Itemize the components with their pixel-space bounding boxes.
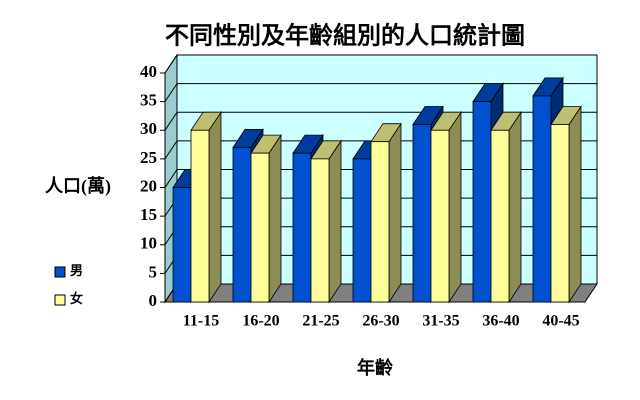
bar [292,152,312,303]
y-tick-label: 35 [140,91,157,110]
y-tick-label: 10 [140,234,157,253]
legend-swatch [54,266,66,278]
bar-side [448,110,462,304]
grid-line [164,83,178,102]
x-tick-label: 11-15 [183,313,219,330]
x-tick-label: 40-45 [542,313,579,330]
y-axis-label: 人口(萬) [45,176,111,197]
bar-side [508,110,522,304]
bar [190,129,210,303]
bar [352,158,372,303]
bar [232,147,252,303]
bar-side [268,133,282,304]
y-tick-label: 0 [149,291,158,310]
bar [412,124,432,303]
y-tick-label: 20 [140,176,157,195]
y-tick-label: 40 [140,62,157,81]
y-tick-label: 5 [149,262,158,281]
bar [490,129,510,303]
bar-side [568,105,582,304]
x-tick-label: 16-20 [242,313,279,330]
bar [430,129,450,303]
legend-label: 女 [70,291,83,306]
bar [250,152,270,303]
bar [532,95,552,303]
x-tick-label: 21-25 [302,313,339,330]
y-tick-label: 15 [140,205,157,224]
grid-line [164,140,178,160]
bar [472,101,492,303]
grid-line [164,111,178,131]
x-tick-label: 31-35 [422,313,459,330]
bar [172,187,192,303]
bar-side [388,122,402,304]
bar-side [328,139,342,304]
bar [370,141,390,303]
x-tick-label: 26-30 [362,313,399,330]
legend-label: 男 [70,263,83,278]
bar [310,158,330,303]
chart-title: 不同性別及年齡組別的人口統計圖 [165,22,525,50]
y-tick-label: 25 [140,148,157,167]
grid-line [164,169,178,188]
legend-swatch [54,294,66,306]
x-tick-label: 36-40 [482,313,519,330]
x-axis-label: 年齡 [357,357,393,378]
bar [550,124,570,303]
bar-side [208,110,222,304]
grid-line [164,54,178,74]
y-tick-label: 30 [140,119,157,138]
